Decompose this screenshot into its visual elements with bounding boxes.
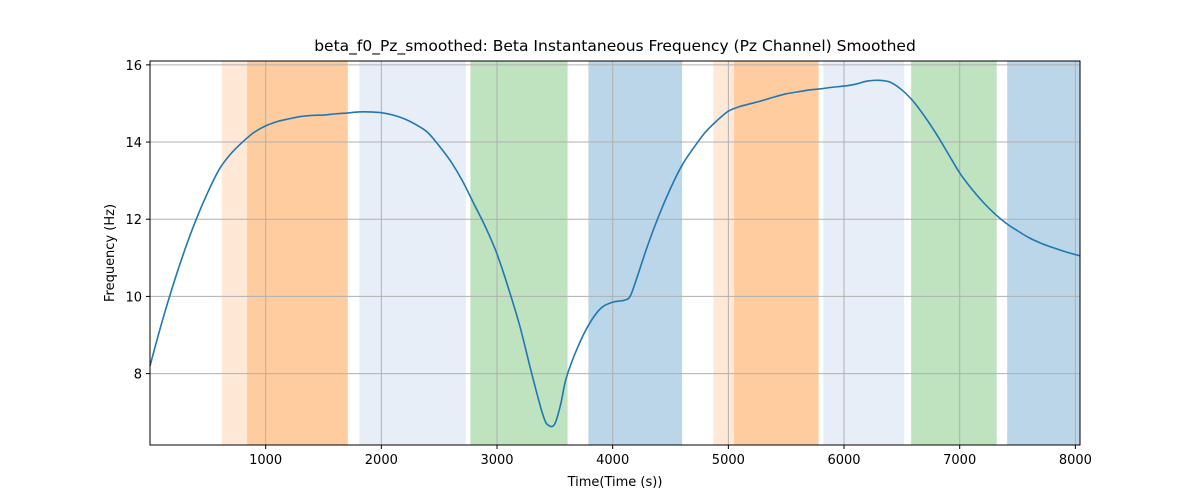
shaded-band-4 [588, 61, 683, 445]
series-line-0 [149, 79, 1081, 428]
shaded-band-0 [221, 61, 348, 445]
x-axis-label: Time(Time (s)) [567, 475, 663, 490]
x-tick-label-2: 3000 [480, 453, 513, 468]
chart-title: beta_f0_Pz_smoothed: Beta Instantaneous … [314, 37, 916, 56]
x-tick-label-1: 2000 [365, 453, 398, 468]
shaded-band-1 [247, 61, 348, 445]
x-tick-label-5: 6000 [827, 453, 860, 468]
x-tick-label-4: 5000 [712, 453, 745, 468]
shaded-band-6 [734, 61, 819, 445]
y-tick-label-1: 10 [125, 290, 142, 305]
shaded-band-8 [911, 61, 997, 445]
x-tick-label-0: 1000 [249, 453, 282, 468]
shaded-band-3 [470, 61, 568, 445]
plot-frame [149, 60, 1081, 446]
axis-ticks: 1000 2000 3000 4000 5000 6000 7000 8000 8 10 12 14 1… [125, 59, 1091, 468]
y-tick-label-2: 12 [125, 213, 142, 228]
shaded-bands [221, 61, 1080, 445]
y-tick-label-4: 16 [125, 59, 142, 74]
shaded-band-7 [823, 61, 905, 445]
x-tick-label-3: 4000 [596, 453, 629, 468]
y-axis-label: Frequency (Hz) [103, 204, 118, 302]
y-tick-label-0: 8 [134, 368, 142, 383]
x-tick-label-7: 8000 [1059, 453, 1092, 468]
y-tick-label-3: 14 [125, 136, 142, 151]
shaded-band-2 [359, 61, 466, 445]
grid-lines [150, 61, 1080, 445]
series-group [149, 79, 1081, 428]
x-tick-label-6: 7000 [943, 453, 976, 468]
shaded-band-5 [713, 61, 819, 445]
